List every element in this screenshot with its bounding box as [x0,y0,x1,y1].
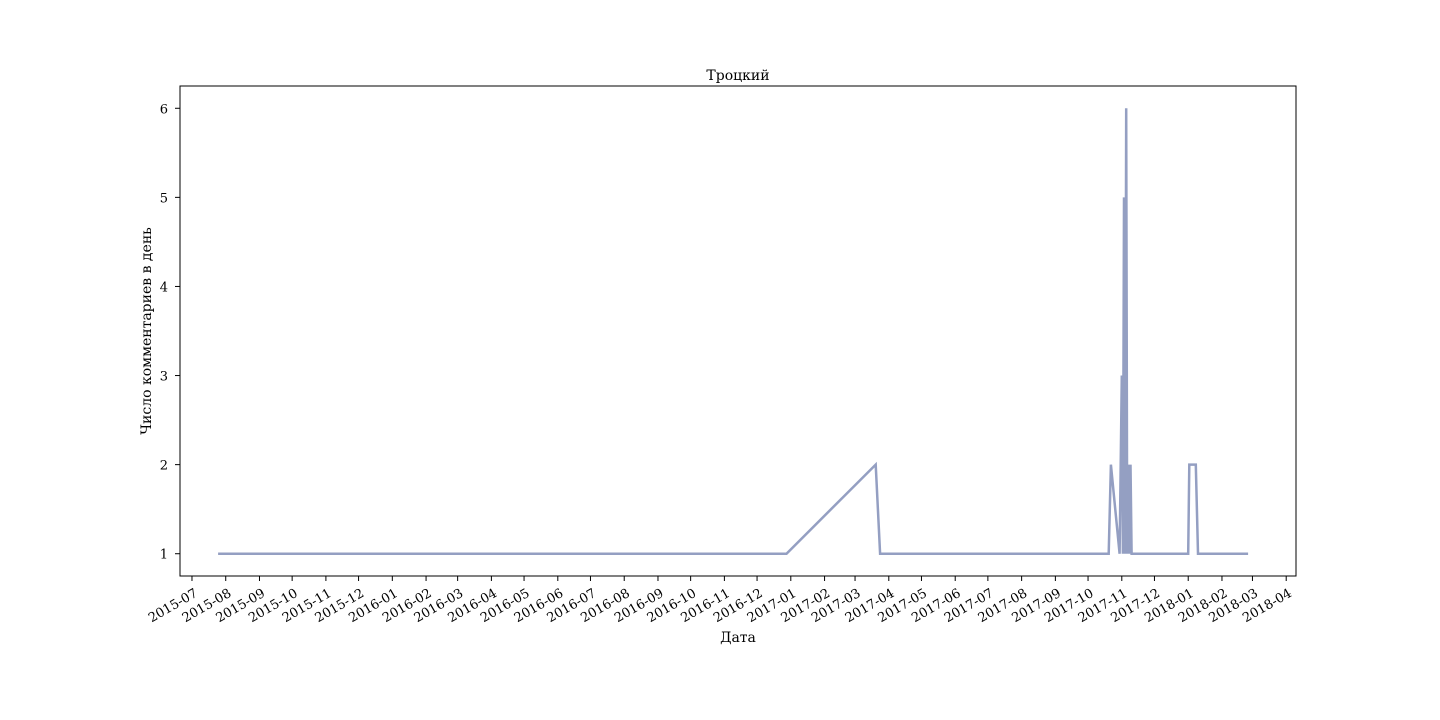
series-line-0 [218,108,1249,555]
y-tick-label: 1 [160,548,168,563]
y-tick-label: 4 [160,280,168,295]
y-tick-label: 5 [160,191,168,206]
y-tick-label: 3 [160,370,168,385]
y-tick-label: 2 [160,459,168,474]
y-tick-label: 6 [160,102,168,117]
y-axis-label: Число комментариев в день [139,227,155,435]
plot-series [218,108,1249,555]
plot-frame [179,85,1297,577]
chart-title: Троцкий [706,68,769,84]
y-axis: 1 2 3 4 5 6 [160,102,180,563]
x-axis-label: Дата [720,630,756,646]
